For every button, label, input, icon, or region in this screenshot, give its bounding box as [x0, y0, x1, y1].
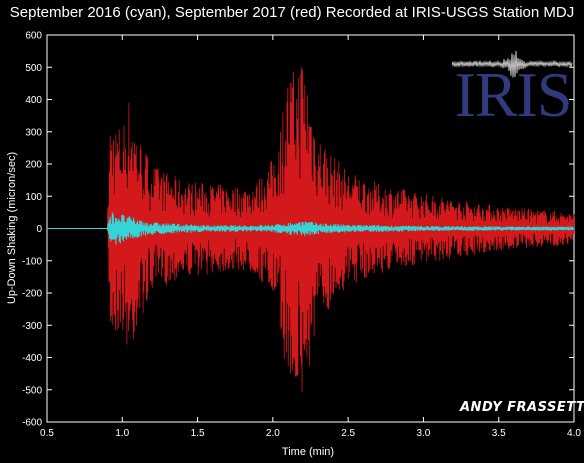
- y-tick-label: -500: [22, 385, 42, 396]
- x-tick-label: 2.0: [266, 428, 280, 439]
- y-axis-label: Up-Down Shaking (micron/sec): [6, 152, 18, 304]
- y-tick-label: -300: [22, 321, 42, 332]
- author-signature: ANDY FRASSETTO: [460, 400, 584, 415]
- y-tick-label: 600: [25, 31, 42, 42]
- y-tick-label: -200: [22, 289, 42, 300]
- x-tick-label: 1.5: [191, 428, 205, 439]
- x-tick-label: 1.0: [115, 428, 129, 439]
- y-tick-label: -100: [22, 256, 42, 267]
- y-tick-label: 100: [25, 192, 42, 203]
- x-tick-label: 3.5: [492, 428, 506, 439]
- x-tick-label: 3.0: [416, 428, 430, 439]
- x-axis-label: Time (min): [282, 446, 334, 458]
- y-tick-label: 200: [25, 160, 42, 171]
- x-tick-label: 4.0: [567, 428, 581, 439]
- y-tick-label: 400: [25, 95, 42, 106]
- x-tick-label: 0.5: [40, 428, 54, 439]
- y-tick-label: 0: [36, 224, 42, 235]
- y-tick-label: 300: [25, 127, 42, 138]
- y-tick-label: -600: [22, 418, 42, 429]
- y-tick-label: 500: [25, 63, 42, 74]
- y-tick-label: -400: [22, 353, 42, 364]
- x-tick-label: 2.5: [341, 428, 355, 439]
- iris-logo: IRIS: [452, 40, 574, 132]
